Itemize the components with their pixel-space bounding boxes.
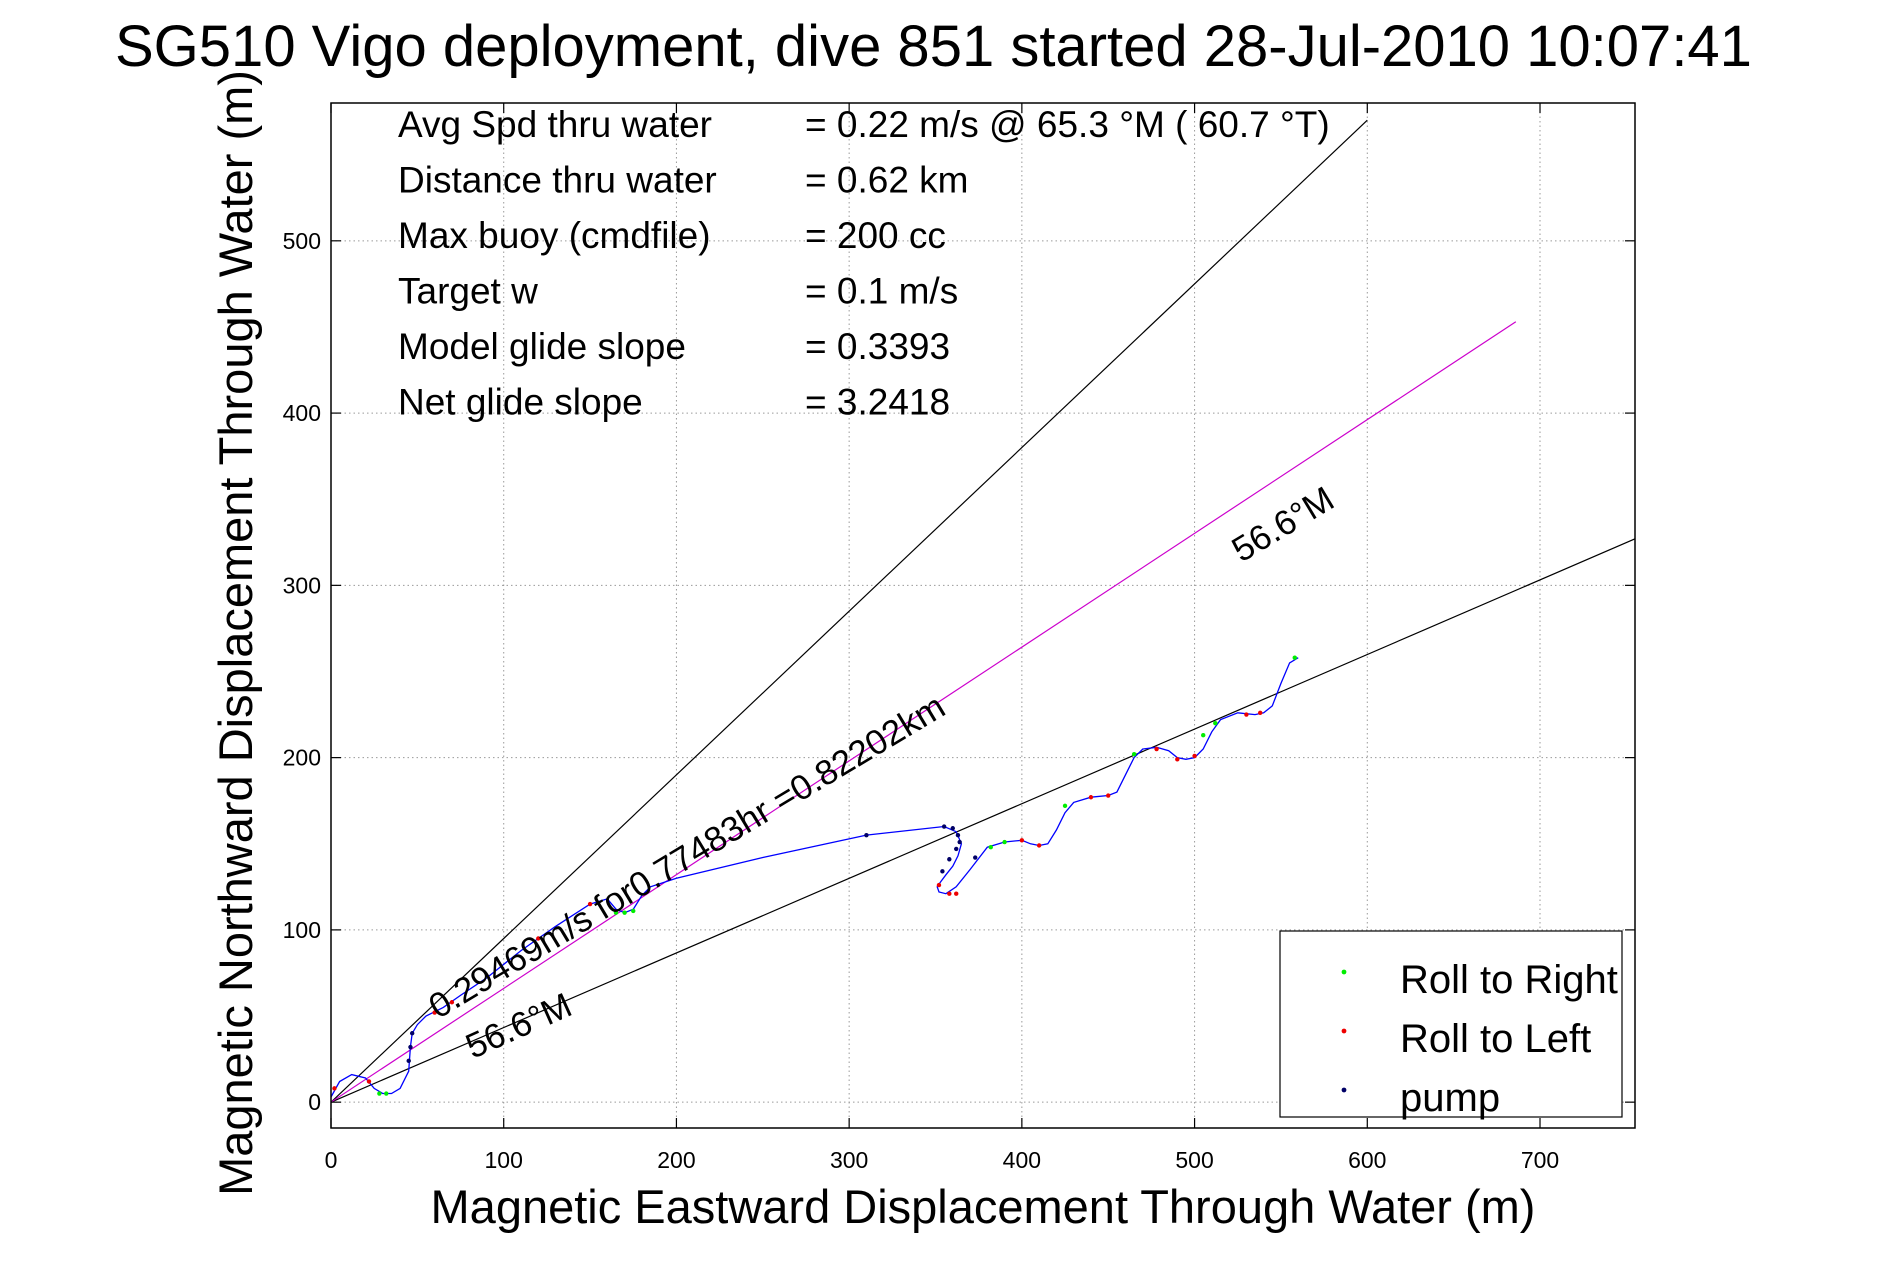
grid: [330, 103, 1635, 1128]
x-tick-label: 300: [830, 1147, 868, 1173]
marker-roll-to-left: [449, 1000, 455, 1005]
stat-label: Target w: [398, 271, 538, 312]
x-axis-label: Magnetic Eastward Displacement Through W…: [431, 1180, 1536, 1233]
stat-label: Model glide slope: [398, 326, 686, 367]
marker-roll-to-right: [613, 910, 619, 915]
marker-roll-to-right: [1131, 751, 1137, 757]
x-tick-label: 400: [1003, 1147, 1041, 1173]
marker-roll-to-left: [1175, 757, 1180, 762]
legend-label: Roll to Left: [1400, 1017, 1591, 1061]
legend-box: [1279, 930, 1623, 1118]
marker-pump: [409, 1031, 415, 1036]
marker-pump: [408, 1044, 413, 1050]
stat-value: = 0.3393: [805, 326, 950, 367]
marker-roll-to-left: [332, 1086, 337, 1091]
legend-entries: Roll to Right Roll to Left pump: [1341, 958, 1618, 1120]
marker-pump: [947, 857, 952, 862]
marker-roll-to-right: [1213, 720, 1218, 726]
marker-roll-to-right: [1292, 655, 1297, 660]
marker-roll-to-right: [1062, 803, 1068, 809]
stat-value: = 200 cc: [805, 215, 946, 256]
reference-lines: [331, 119, 1635, 1103]
marker-pump: [973, 855, 978, 860]
stat-value: = 0.1 m/s: [805, 271, 958, 312]
legend-label: pump: [1400, 1076, 1500, 1120]
y-tick-label: 400: [283, 400, 321, 426]
marker-roll-to-left: [1106, 793, 1111, 798]
marker-roll-to-left: [936, 882, 942, 888]
marker-roll-to-right: [622, 910, 627, 915]
marker-roll-to-left: [432, 1010, 437, 1015]
stat-value: = 3.2418: [805, 382, 950, 423]
marker-pump: [954, 846, 959, 852]
y-tick-label: 200: [283, 745, 321, 771]
plot-frame: [330, 102, 1636, 1129]
x-tick-label: 0: [325, 1147, 338, 1173]
marker-pump: [941, 824, 947, 829]
stat-label: Max buoy (cmdfile): [398, 215, 711, 256]
x-tick-label: 100: [485, 1147, 523, 1173]
marker-roll-to-left: [536, 936, 541, 941]
marker-pump: [864, 832, 869, 838]
legend-label: Roll to Right: [1400, 958, 1618, 1002]
marker-roll-to-right: [1201, 733, 1206, 738]
marker-roll-to-right: [988, 845, 993, 850]
marker-roll-to-right: [377, 1091, 382, 1096]
marker-roll-to-left: [1088, 795, 1094, 800]
stat-value: = 0.22 m/s @ 65.3 °M ( 60.7 °T): [805, 104, 1330, 145]
marker-pump: [406, 1058, 411, 1064]
reference-line-heading-lower: [331, 538, 1635, 1103]
legend-marker: [1341, 1087, 1347, 1093]
reference-line-heading-upper: [331, 119, 1368, 1103]
marker-roll-to-left: [954, 891, 959, 896]
marker-roll-to-left: [1258, 710, 1263, 716]
ticks: 0 100 200 300 400 500 600 700 0 100 200 300 400 500: [283, 103, 1635, 1173]
marker-roll-to-right: [384, 1091, 389, 1096]
x-tick-label: 500: [1175, 1147, 1213, 1173]
marker-roll-to-left: [1019, 838, 1025, 843]
stat-label: Distance thru water: [398, 160, 717, 201]
marker-roll-to-left: [1036, 843, 1042, 848]
marker-roll-to-left: [1192, 753, 1197, 759]
marker-roll-to-right: [1002, 839, 1007, 845]
marker-roll-to-left: [366, 1079, 372, 1084]
y-tick-label: 500: [283, 228, 321, 254]
marker-pump: [955, 832, 961, 838]
y-axis-label: Magnetic Northward Displacement Through …: [209, 70, 262, 1196]
x-tick-label: 200: [657, 1147, 695, 1173]
chart-title: SG510 Vigo deployment, dive 851 started …: [115, 14, 1752, 79]
x-tick-label: 600: [1348, 1147, 1386, 1173]
reference-line-net-course: [331, 321, 1517, 1103]
legend: Roll to Right Roll to Left pump: [1279, 930, 1623, 1120]
y-tick-label: 300: [283, 572, 321, 598]
legend-marker: [1341, 1028, 1347, 1034]
marker-pump: [950, 826, 955, 831]
marker-roll-to-left: [1244, 712, 1249, 717]
stats-block: Avg Spd thru water = 0.22 m/s @ 65.3 °M (…: [398, 104, 1330, 423]
marker-roll-to-right: [631, 908, 636, 914]
y-tick-label: 100: [283, 917, 321, 943]
marker-roll-to-left: [947, 891, 952, 896]
x-tick-label: 700: [1521, 1147, 1559, 1173]
marker-roll-to-left: [587, 901, 593, 907]
stat-label: Net glide slope: [398, 382, 643, 423]
stat-label: Avg Spd thru water: [398, 104, 712, 145]
y-tick-label: 0: [308, 1089, 321, 1115]
series-group: [331, 655, 1299, 1098]
marker-pump: [940, 869, 945, 874]
marker-roll-to-left: [1154, 746, 1159, 752]
marker-pump: [957, 839, 962, 845]
stat-value: = 0.62 km: [805, 160, 969, 201]
legend-marker: [1341, 969, 1347, 975]
